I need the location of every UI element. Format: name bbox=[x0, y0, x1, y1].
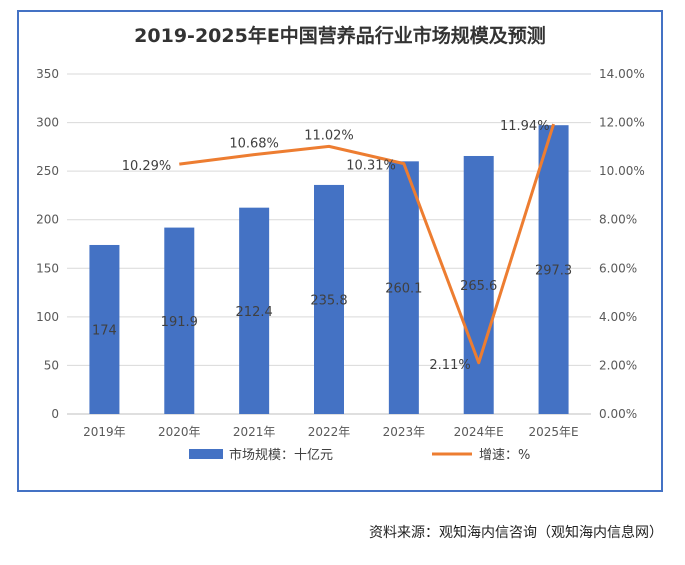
growth-line bbox=[179, 123, 556, 365]
chart-svg: 2019-2025年E中国营养品行业市场规模及预测 0 50 100 150 200 250… bbox=[36, 24, 645, 463]
bar bbox=[239, 207, 270, 414]
growth-data-label: 11.94% bbox=[500, 119, 550, 134]
y-right-tick-label: 12.00% bbox=[599, 116, 645, 130]
y-left-tick-label: 100 bbox=[36, 310, 59, 324]
x-tick-label: 2021年 bbox=[233, 425, 276, 439]
y-right-tick-label: 4.00% bbox=[599, 310, 637, 324]
bar bbox=[314, 184, 344, 414]
legend-line-label: 增速：% bbox=[479, 448, 530, 463]
growth-data-label: 11.02% bbox=[304, 128, 354, 143]
bar bbox=[164, 227, 195, 414]
chart-title: 2019-2025年E中国营养品行业市场规模及预测 bbox=[134, 24, 546, 47]
bar-data-label: 191.9 bbox=[161, 315, 198, 330]
y-left-tick-label: 200 bbox=[36, 213, 59, 227]
y-right-tick-label: 0.00% bbox=[599, 407, 637, 421]
legend-bar-swatch bbox=[189, 449, 223, 459]
chart-frame: 2019-2025年E中国营养品行业市场规模及预测 0 50 100 150 200 250… bbox=[17, 10, 663, 492]
bar bbox=[388, 161, 419, 414]
growth-data-label: 10.29% bbox=[122, 159, 172, 174]
y-left-tick-label: 350 bbox=[36, 67, 59, 81]
bar-data-label: 297.3 bbox=[535, 264, 572, 279]
x-tick-label: 2019年 bbox=[83, 425, 126, 439]
y-right-tick-label: 2.00% bbox=[599, 358, 637, 372]
x-tick-label: 2023年 bbox=[383, 425, 426, 439]
y-left-tick-label: 50 bbox=[44, 358, 59, 372]
bar-data-label: 265.6 bbox=[460, 279, 497, 294]
y-left-tick-label: 250 bbox=[36, 164, 59, 178]
growth-data-label: 10.31% bbox=[346, 159, 396, 174]
x-tick-label: 2025年E bbox=[529, 425, 579, 439]
y-left-tick-label: 150 bbox=[36, 261, 59, 275]
x-tick-label: 2022年 bbox=[308, 425, 351, 439]
growth-data-label: 2.11% bbox=[429, 358, 470, 373]
y-left-tick-label: 300 bbox=[36, 116, 59, 130]
y-right-tick-label: 10.00% bbox=[599, 164, 645, 178]
y-right-tick-label: 6.00% bbox=[599, 261, 637, 275]
bar-data-label: 212.4 bbox=[236, 305, 273, 320]
bar-data-label: 235.8 bbox=[310, 293, 347, 308]
legend-bar-label: 市场规模：十亿元 bbox=[229, 447, 333, 463]
source-note: 资料来源：观知海内信咨询（观知海内信息网） bbox=[369, 525, 663, 541]
bar bbox=[538, 125, 569, 415]
bar-data-label: 260.1 bbox=[385, 282, 422, 297]
bar-data-label: 174 bbox=[92, 323, 117, 338]
bar bbox=[463, 155, 494, 414]
growth-data-label: 10.68% bbox=[229, 137, 279, 152]
x-tick-label: 2020年 bbox=[158, 425, 201, 439]
bar bbox=[89, 244, 120, 414]
y-left-tick-label: 0 bbox=[51, 407, 59, 421]
y-right-tick-label: 14.00% bbox=[599, 67, 645, 81]
x-tick-label: 2024年E bbox=[454, 425, 504, 439]
y-right-tick-label: 8.00% bbox=[599, 213, 637, 227]
